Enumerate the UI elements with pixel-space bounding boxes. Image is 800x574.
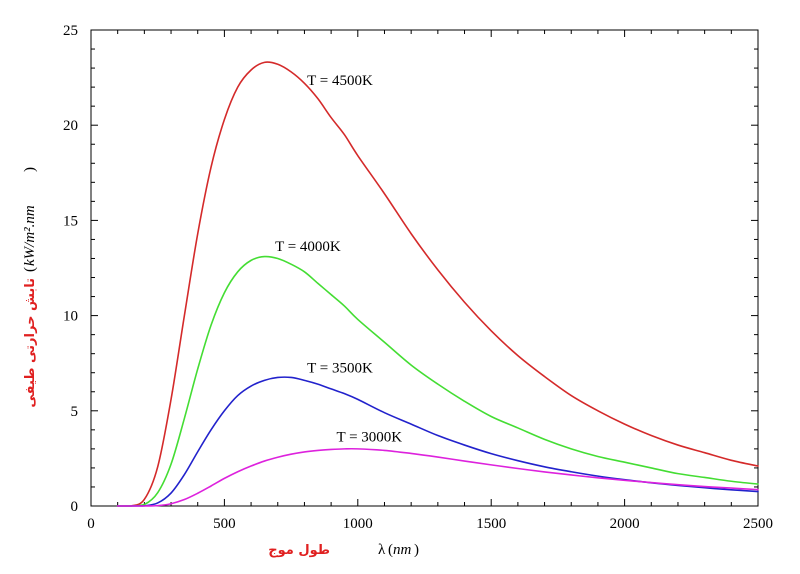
x-tick-label: 2000 (610, 516, 640, 532)
series-label-1: T = 4000K (275, 239, 341, 255)
series-label-0: T = 4500K (307, 73, 373, 89)
y-tick-label: 15 (63, 213, 78, 229)
y-tick-label: 20 (63, 118, 78, 134)
y-tick-label: 10 (63, 309, 78, 325)
series-lines (116, 61, 759, 507)
plot-frame (90, 29, 759, 507)
series-line-1 (116, 255, 759, 507)
y-tick-label: 25 (63, 23, 78, 39)
x-tick-label: 1000 (343, 516, 373, 532)
x-tick-label: 2500 (743, 516, 773, 532)
y-axis-unit: kW/m².nm (22, 205, 38, 266)
y-tick-label: 5 (71, 404, 79, 420)
series-labels: T = 4500K T = 4000K T = 3500K T = 3000K (275, 73, 402, 445)
y-axis-label-fa: تابش حرارتی طیفی (23, 278, 38, 408)
series-line-2 (116, 376, 759, 507)
x-tick-label: 500 (213, 516, 236, 532)
x-axis-label: طول موج λ ( nm ) (268, 542, 419, 558)
y-axis-paren-open: ( (22, 267, 38, 272)
axis-ticks (90, 29, 759, 507)
x-axis-unit: nm (393, 542, 412, 558)
x-axis-paren-close: ) (414, 542, 419, 558)
series-label-3: T = 3000K (336, 429, 402, 445)
x-axis-label-fa: طول موج (268, 543, 330, 558)
series-label-2: T = 3500K (307, 361, 373, 377)
x-tick-label: 0 (87, 516, 95, 532)
y-tick-label: 0 (71, 499, 79, 515)
x-axis-symbol: λ (378, 542, 386, 558)
x-axis-paren-open: ( (388, 542, 393, 558)
tick-labels: 0 500 1000 1500 2000 2500 0 5 10 15 20 25 (63, 23, 773, 532)
series-line-3 (116, 447, 759, 507)
y-axis-paren-close: ) (22, 167, 38, 172)
x-tick-label: 1500 (476, 516, 506, 532)
series-line-0 (116, 61, 759, 507)
y-axis-label: تابش حرارتی طیفی ( kW/m².nm ) (22, 167, 38, 408)
